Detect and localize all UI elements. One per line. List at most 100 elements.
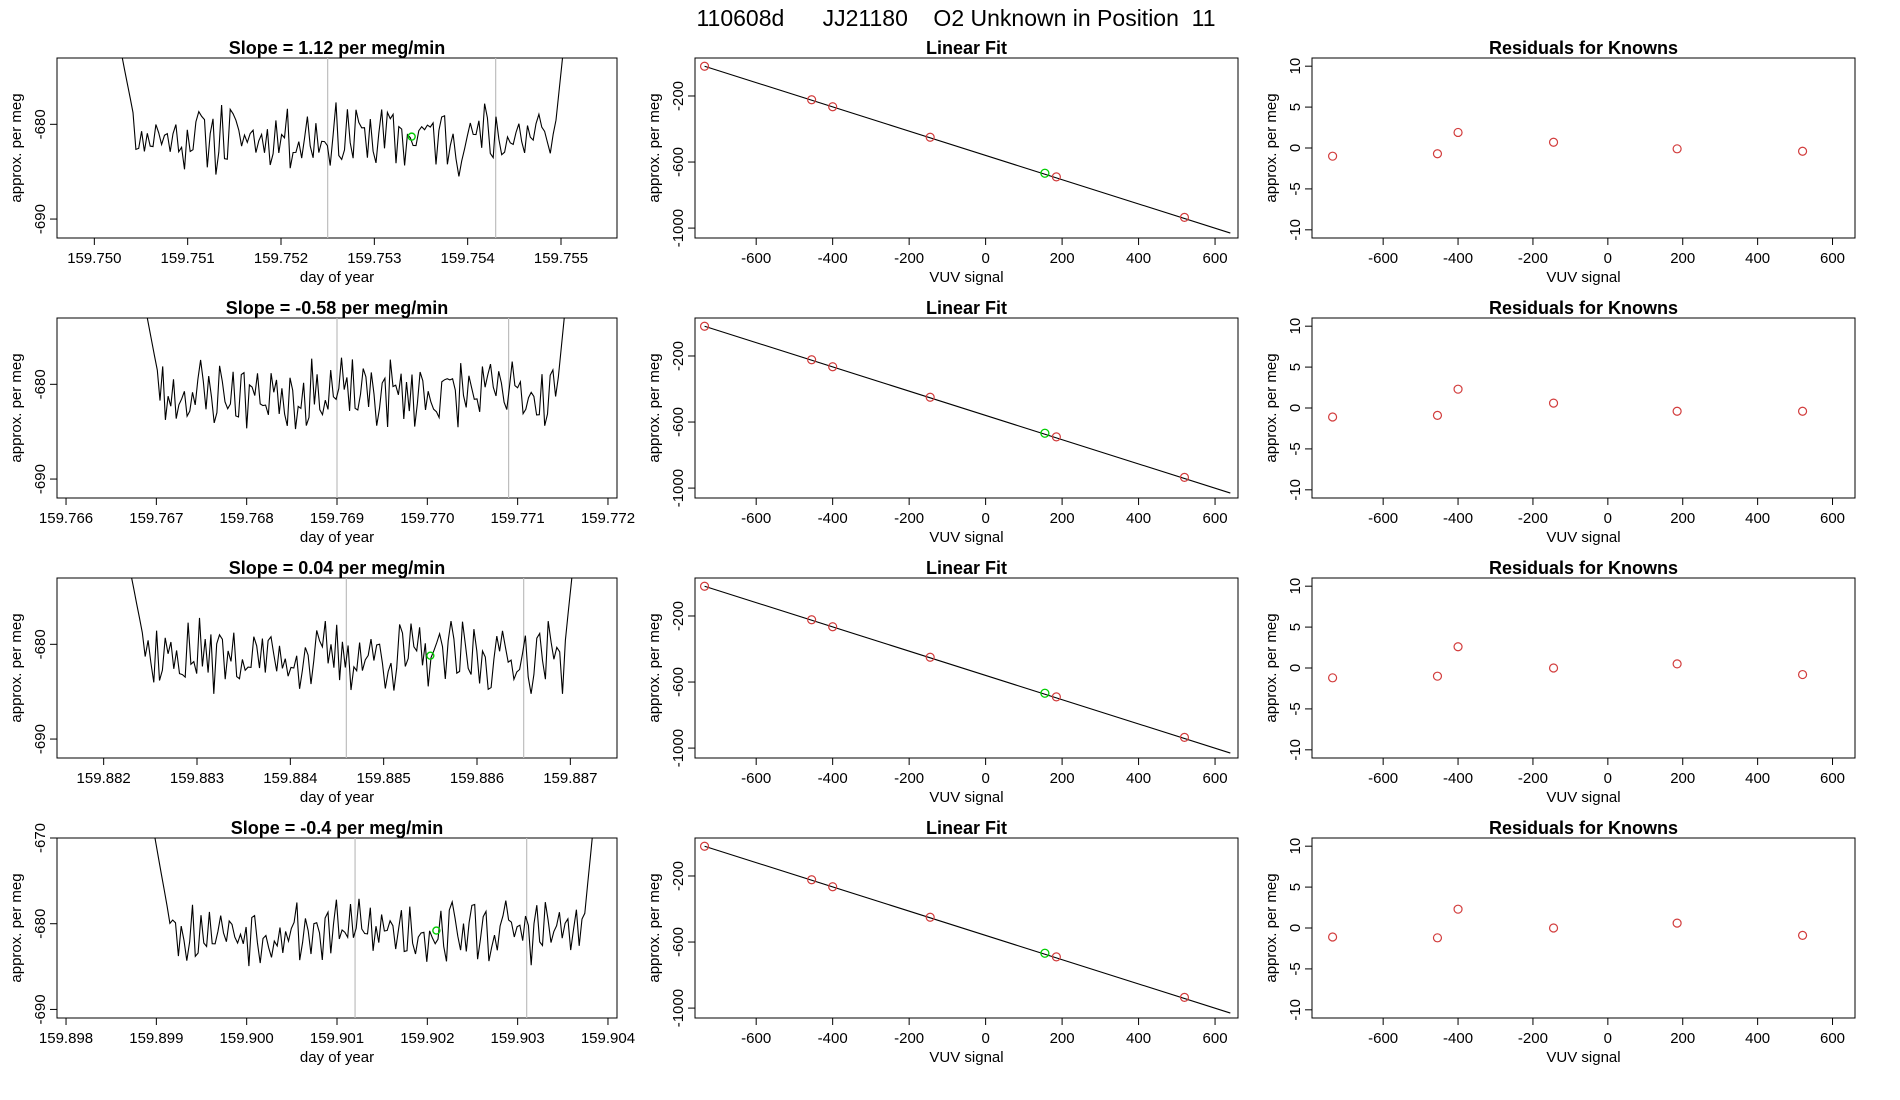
y-axis-label: approx. per meg: [1263, 873, 1280, 982]
x-tick-label: 159.901: [310, 1030, 364, 1047]
unknown-marker: [426, 651, 435, 660]
plot-frame: [1311, 57, 1856, 239]
x-tick-label: 159.887: [543, 770, 597, 787]
residual-point: [1548, 137, 1559, 147]
y-tick-label: -200: [670, 341, 687, 371]
x-tick-label: 200: [1670, 1030, 1695, 1047]
signal-trace: [146, 318, 565, 430]
x-tick-label: -200: [1518, 250, 1548, 267]
x-tick-label: 0: [981, 770, 989, 787]
residual-point: [1453, 904, 1463, 914]
x-axis-label: VUV signal: [1546, 269, 1620, 286]
y-tick-label: -600: [670, 927, 687, 957]
linear-fit-panel: Linear Fit -600 -400 -200 0 200 400 600 -200 -600…: [646, 558, 1239, 806]
residual-point: [1327, 151, 1338, 161]
plot-frame: [56, 57, 618, 239]
residual-point: [1797, 146, 1808, 156]
fit-line: [704, 585, 1231, 754]
x-tick-label: 200: [1670, 770, 1695, 787]
plot-frame: [56, 837, 618, 1019]
fit-line: [704, 65, 1231, 234]
y-tick-label: -200: [670, 601, 687, 631]
plot-frame: [56, 577, 618, 759]
x-axis-label: day of year: [300, 1049, 374, 1066]
x-tick-label: 600: [1203, 250, 1228, 267]
x-tick-label: 200: [1050, 770, 1075, 787]
known-point: [828, 362, 838, 372]
linear-fit-panel: Linear Fit -600 -400 -200 0 200 400 600 -200 -600…: [646, 298, 1239, 546]
y-tick-label: -680: [32, 369, 49, 399]
x-tick-label: 159.902: [400, 1030, 454, 1047]
panel-title: Residuals for Knowns: [1489, 38, 1678, 58]
known-point: [1051, 432, 1061, 442]
x-tick-label: 159.751: [161, 250, 215, 267]
fit-line: [704, 325, 1231, 494]
y-tick-label: 10: [1287, 838, 1304, 855]
x-tick-label: -600: [741, 1030, 771, 1047]
known-point: [1179, 212, 1190, 222]
residual-point: [1672, 659, 1682, 669]
known-point: [828, 882, 838, 892]
x-tick-label: 0: [981, 1030, 989, 1047]
x-tick-label: 159.900: [220, 1030, 274, 1047]
x-tick-label: 600: [1820, 250, 1845, 267]
residual-point: [1672, 406, 1682, 416]
y-axis-label: approx. per meg: [646, 873, 663, 982]
x-tick-label: -600: [741, 250, 771, 267]
residuals-panel: Residuals for Knowns -600 -400 -200 0 200 400 6…: [1263, 558, 1856, 806]
x-tick-label: -400: [1443, 1030, 1473, 1047]
y-tick-label: -10: [1287, 219, 1304, 241]
x-tick-label: 0: [1604, 1030, 1612, 1047]
y-axis-label: approx. per meg: [8, 93, 25, 202]
x-tick-label: -400: [818, 250, 848, 267]
x-tick-label: -400: [1443, 510, 1473, 527]
x-tick-label: 159.898: [39, 1030, 93, 1047]
x-tick-label: -600: [1368, 1030, 1398, 1047]
y-tick-label: -10: [1287, 999, 1304, 1021]
residual-point: [1672, 144, 1682, 154]
x-tick-label: 159.884: [263, 770, 317, 787]
panel-title: Linear Fit: [926, 818, 1007, 838]
residual-point: [1548, 923, 1559, 933]
panel-title: Slope = -0.58 per meg/min: [226, 298, 449, 318]
y-tick-label: 10: [1287, 58, 1304, 75]
x-tick-label: 159.752: [254, 250, 308, 267]
x-tick-label: 200: [1670, 510, 1695, 527]
y-tick-label: -5: [1287, 442, 1304, 455]
x-tick-label: 159.766: [39, 510, 93, 527]
known-point: [807, 95, 817, 105]
known-point: [807, 355, 817, 365]
residual-point: [1327, 673, 1338, 683]
residual-point: [1453, 642, 1463, 652]
y-tick-label: -5: [1287, 962, 1304, 975]
x-tick-label: 400: [1745, 770, 1770, 787]
x-tick-label: 400: [1745, 250, 1770, 267]
x-tick-label: 159.885: [357, 770, 411, 787]
y-tick-label: -200: [670, 81, 687, 111]
x-tick-label: -600: [1368, 510, 1398, 527]
known-point: [807, 615, 817, 625]
y-tick-label: -680: [32, 629, 49, 659]
y-axis-label: approx. per meg: [8, 613, 25, 722]
time-series-panel: Slope = 1.12 per meg/min 159.750 159.751 15…: [8, 38, 618, 286]
unknown-point: [1040, 948, 1050, 958]
x-tick-label: 400: [1126, 510, 1151, 527]
time-series-panel: Slope = 0.04 per meg/min 159.882 159.883 15…: [8, 558, 618, 806]
known-point: [1051, 172, 1061, 182]
y-tick-label: -690: [32, 204, 49, 234]
x-tick-label: -600: [1368, 770, 1398, 787]
known-point: [925, 132, 935, 142]
x-tick-label: -400: [1443, 250, 1473, 267]
x-tick-label: -200: [1518, 770, 1548, 787]
y-tick-label: -680: [32, 909, 49, 939]
y-tick-label: -1000: [670, 469, 687, 507]
panel-title: Residuals for Knowns: [1489, 818, 1678, 838]
y-tick-label: -5: [1287, 182, 1304, 195]
x-tick-label: 159.755: [534, 250, 588, 267]
x-tick-label: -400: [1443, 770, 1473, 787]
plot-frame: [694, 317, 1239, 499]
x-tick-label: 159.883: [170, 770, 224, 787]
y-tick-label: -690: [32, 724, 49, 754]
y-tick-label: 5: [1287, 883, 1304, 891]
